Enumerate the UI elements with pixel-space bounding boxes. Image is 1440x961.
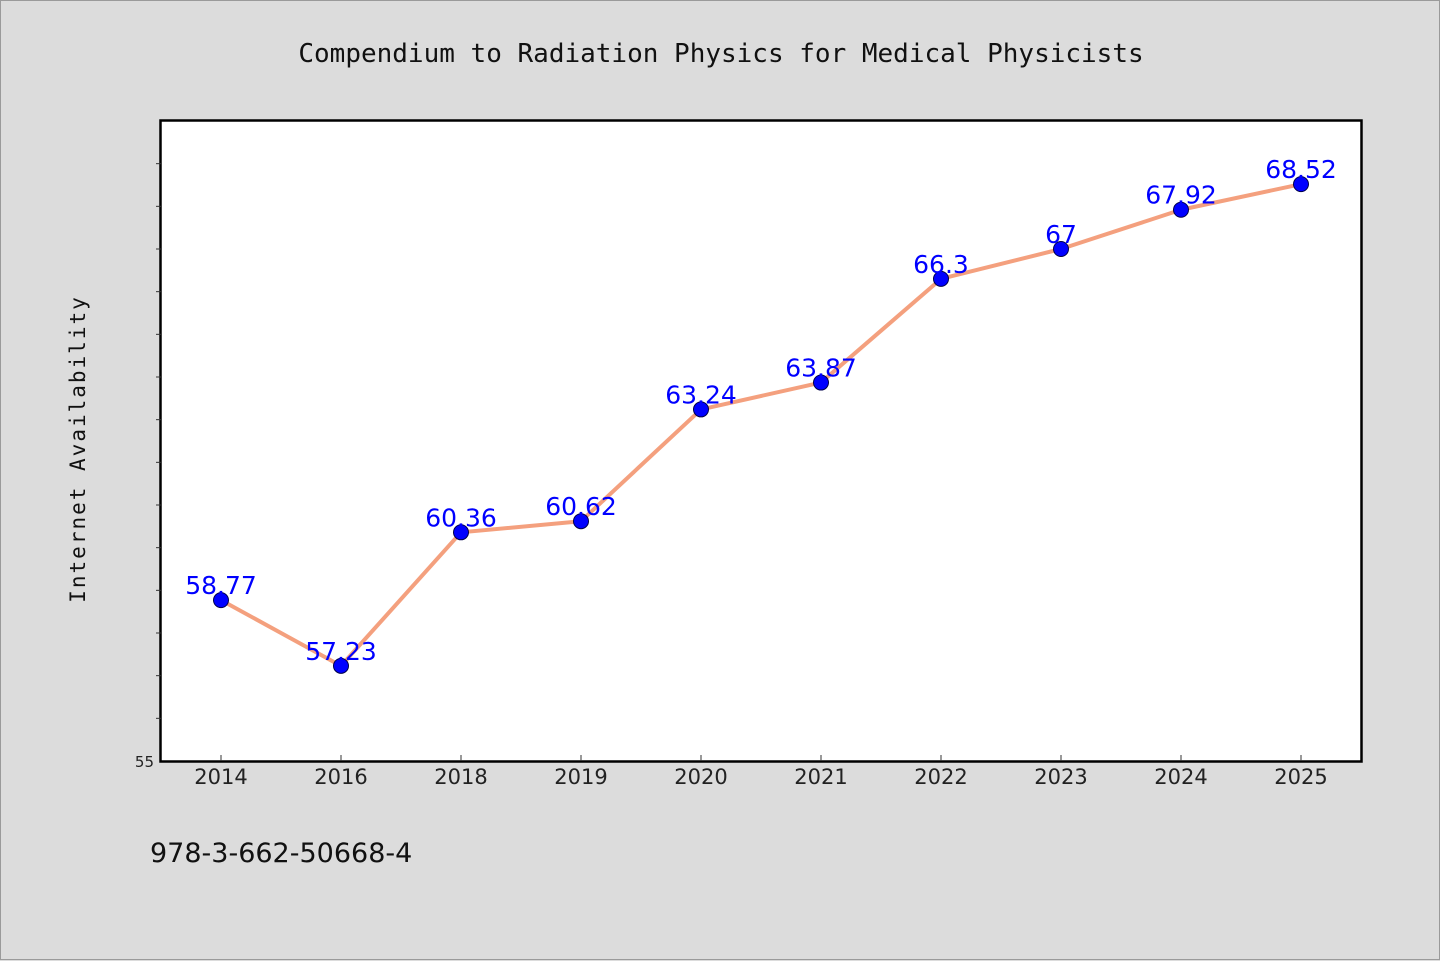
series-line-layer <box>220 182 1302 668</box>
data-label: 57.23 <box>305 637 377 666</box>
x-tick-label: 2023 <box>1034 765 1087 789</box>
data-point <box>693 401 709 418</box>
data-label: 60.62 <box>545 492 617 521</box>
data-point <box>933 270 949 287</box>
data-point <box>1173 201 1189 218</box>
x-tick-label: 2021 <box>794 765 847 789</box>
y-axis-label: Internet Availability <box>66 295 90 603</box>
data-point <box>213 592 229 609</box>
isbn-caption: 978-3-662-50668-4 <box>150 838 412 869</box>
x-axis: 2014 2016 2018 2019 2020 2021 2022 2023 2024 2025 <box>194 755 1328 789</box>
data-point <box>573 513 589 530</box>
x-tick-label: 2018 <box>434 765 487 789</box>
data-label: 67 <box>1045 220 1077 249</box>
data-label: 66.3 <box>913 250 969 279</box>
x-tick-label: 2016 <box>314 765 367 789</box>
data-label: 63.24 <box>665 380 737 409</box>
data-label: 63.87 <box>785 354 857 383</box>
data-point <box>453 524 469 541</box>
data-point <box>333 657 349 674</box>
plot-area <box>159 119 1363 763</box>
data-label: 68.52 <box>1265 155 1337 184</box>
data-label: 67.92 <box>1145 181 1217 210</box>
data-point <box>813 374 829 391</box>
x-tick-label: 2020 <box>674 765 727 789</box>
data-point <box>1053 241 1069 257</box>
series-line <box>220 182 1302 668</box>
markers-layer <box>213 176 1309 674</box>
y-axis: 55 <box>135 163 161 771</box>
x-tick-label: 2019 <box>554 765 607 789</box>
x-tick-label: 2025 <box>1274 765 1327 789</box>
data-labels-layer: 58.77 57.23 60.36 60.62 63.24 63.87 66.3 67 67.9… <box>185 155 1337 666</box>
data-label: 60.36 <box>425 503 497 532</box>
x-tick-label: 2014 <box>194 765 247 789</box>
y-tick-label: 55 <box>135 753 154 771</box>
chart-title: Compendium to Radiation Physics for Medi… <box>298 39 1143 69</box>
x-tick-label: 2024 <box>1154 765 1207 789</box>
data-point <box>1293 176 1309 193</box>
x-tick-label: 2022 <box>914 765 967 789</box>
data-label: 58.77 <box>185 571 257 600</box>
